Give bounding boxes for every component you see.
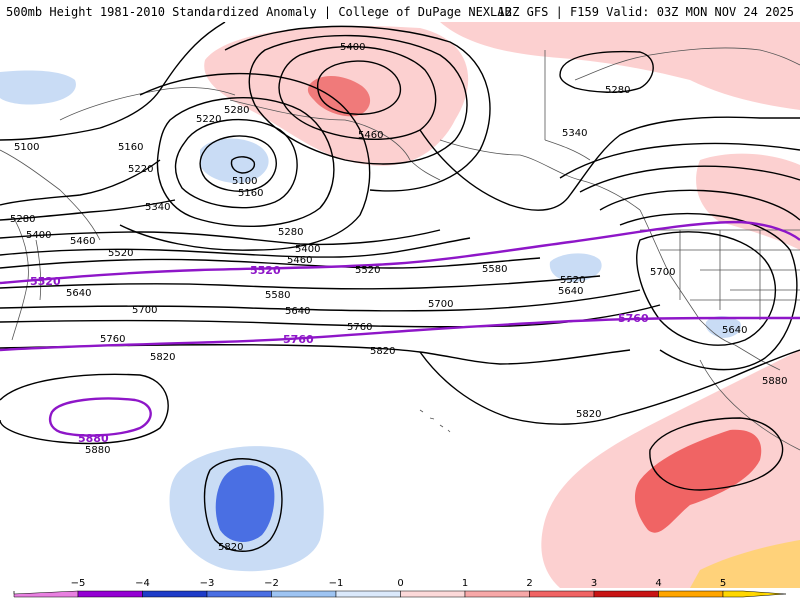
contour-label: 5280: [605, 85, 630, 96]
colorbar-tick-label: 3: [591, 578, 597, 589]
colorbar-tick-label: 1: [462, 578, 468, 589]
colorbar-tick-label: −1: [329, 578, 344, 589]
map-title: 500mb Height 1981-2010 Standardized Anom…: [6, 5, 512, 19]
colorbar-swatch: [142, 590, 208, 598]
contour-label: 5700: [428, 299, 453, 310]
contour-label: 5640: [722, 325, 747, 336]
contour-label: 5220: [196, 114, 221, 125]
contour-label: 5340: [145, 202, 170, 213]
highlight-labels: 5520 5520 5760 5760 5880: [30, 264, 649, 445]
contour-label: 5520: [560, 275, 585, 286]
colorbar-right-arrow: [722, 590, 787, 598]
contour-label: 5880: [85, 445, 110, 456]
colorbar-tick-label: −4: [135, 578, 150, 589]
contour-label: 5820: [576, 409, 601, 420]
contour-label: 5520: [108, 248, 133, 259]
neg-anomaly-subtropical-core: [215, 465, 275, 542]
contour-label: 5880: [762, 376, 787, 387]
colorbar-tick-label: 2: [526, 578, 532, 589]
contour-label: 5640: [285, 306, 310, 317]
neg-anomaly-southwest: [705, 316, 742, 338]
contour-label: 5100: [14, 142, 39, 153]
contour-label: 5640: [66, 288, 91, 299]
contour-label: 5520: [355, 265, 380, 276]
pos-anomaly-northeast: [440, 22, 800, 110]
colorbar-tick-label: 5: [720, 578, 726, 589]
contour-label: 5580: [265, 290, 290, 301]
colorbar-swatch: [593, 590, 659, 598]
colorbar-swatch: [464, 590, 530, 598]
highlight-label: 5520: [30, 275, 61, 288]
highlight-label: 5760: [283, 333, 314, 346]
contour-label: 5160: [118, 142, 143, 153]
contour-label: 5640: [558, 286, 583, 297]
pos-anomaly-mexico-core: [634, 429, 762, 533]
contour-labels: 5400 5460 5280 5220 5100 5160 5220 5100 …: [10, 42, 787, 553]
header-bar: 500mb Height 1981-2010 Standardized Anom…: [0, 0, 800, 22]
neg-anomaly-california: [549, 253, 602, 282]
pos-anomaly-gulf-band: [690, 540, 800, 588]
colorbar-swatch: [271, 590, 337, 598]
colorbar-swatch: [335, 590, 401, 598]
model-valid-time: 12Z GFS | F159 Valid: 03Z MON NOV 24 202…: [497, 5, 794, 19]
contour-label: 5760: [100, 334, 125, 345]
pos-anomaly-western-canada: [696, 153, 800, 250]
colorbar-ticks: −5 −4 −3 −2 −1 0 1 2 3 4 5: [71, 578, 727, 589]
contour-label: 5760: [347, 322, 372, 333]
colorbar-swatches: [13, 590, 787, 598]
contour-label: 5100: [232, 176, 257, 187]
colorbar-tick-label: −2: [264, 578, 279, 589]
neg-anomaly-bering-low: [200, 138, 269, 184]
contour-label: 5400: [340, 42, 365, 53]
colorbar-tick-label: 0: [397, 578, 403, 589]
contour-label: 5400: [295, 244, 320, 255]
colorbar-swatch: [206, 590, 272, 598]
neg-anomaly-west: [0, 70, 76, 105]
colorbar-swatch: [400, 590, 466, 598]
contour-label: 5820: [370, 346, 395, 357]
contour-label: 5820: [150, 352, 175, 363]
contour-label: 5340: [562, 128, 587, 139]
contour-label: 5580: [482, 264, 507, 275]
contour-label: 5220: [128, 164, 153, 175]
colorbar-legend: −5 −4 −3 −2 −1 0 1 2 3 4 5: [13, 578, 787, 598]
contour-label: 5400: [26, 230, 51, 241]
height-contours: [0, 22, 800, 552]
highlight-contours: [0, 220, 800, 437]
contour-label: 5820: [218, 542, 243, 553]
colorbar-swatch: [529, 590, 595, 598]
contour-label: 5460: [287, 255, 312, 266]
contour-label: 5160: [238, 188, 263, 199]
highlight-label: 5520: [250, 264, 281, 277]
contour-label: 5460: [358, 130, 383, 141]
colorbar-left-arrow: [13, 590, 79, 598]
colorbar-tick-label: 4: [655, 578, 661, 589]
contour-label: 5280: [10, 214, 35, 225]
colorbar-swatch: [77, 590, 143, 598]
anomaly-map[interactable]: 5400 5460 5280 5220 5100 5160 5220 5100 …: [0, 22, 800, 588]
highlight-label: 5760: [618, 312, 649, 325]
colorbar-tick-label: −3: [200, 578, 215, 589]
contour-label: 5460: [70, 236, 95, 247]
anomaly-shading: [0, 22, 800, 588]
pos-anomaly-alaska-core: [307, 75, 371, 117]
colorbar-tick-label: −5: [71, 578, 86, 589]
contour-label: 5280: [278, 227, 303, 238]
colorbar-swatch: [658, 590, 724, 598]
contour-label: 5700: [650, 267, 675, 278]
contour-label: 5700: [132, 305, 157, 316]
contour-label: 5280: [224, 105, 249, 116]
highlight-label: 5880: [78, 432, 109, 445]
